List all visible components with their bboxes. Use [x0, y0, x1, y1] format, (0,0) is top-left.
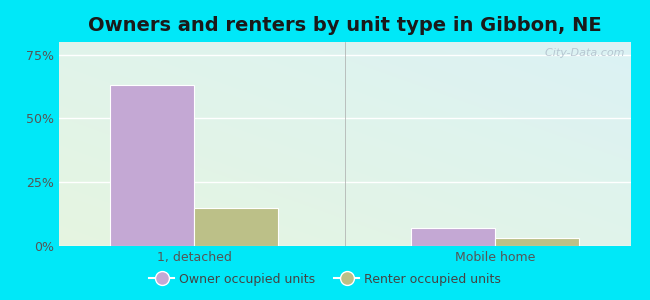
Bar	[110, 85, 194, 246]
Bar	[495, 238, 579, 246]
Bar	[194, 208, 278, 246]
Text: City-Data.com: City-Data.com	[538, 48, 625, 58]
Title: Owners and renters by unit type in Gibbon, NE: Owners and renters by unit type in Gibbo…	[88, 16, 601, 35]
Bar	[411, 228, 495, 246]
Legend: Owner occupied units, Renter occupied units: Owner occupied units, Renter occupied un…	[144, 268, 506, 291]
